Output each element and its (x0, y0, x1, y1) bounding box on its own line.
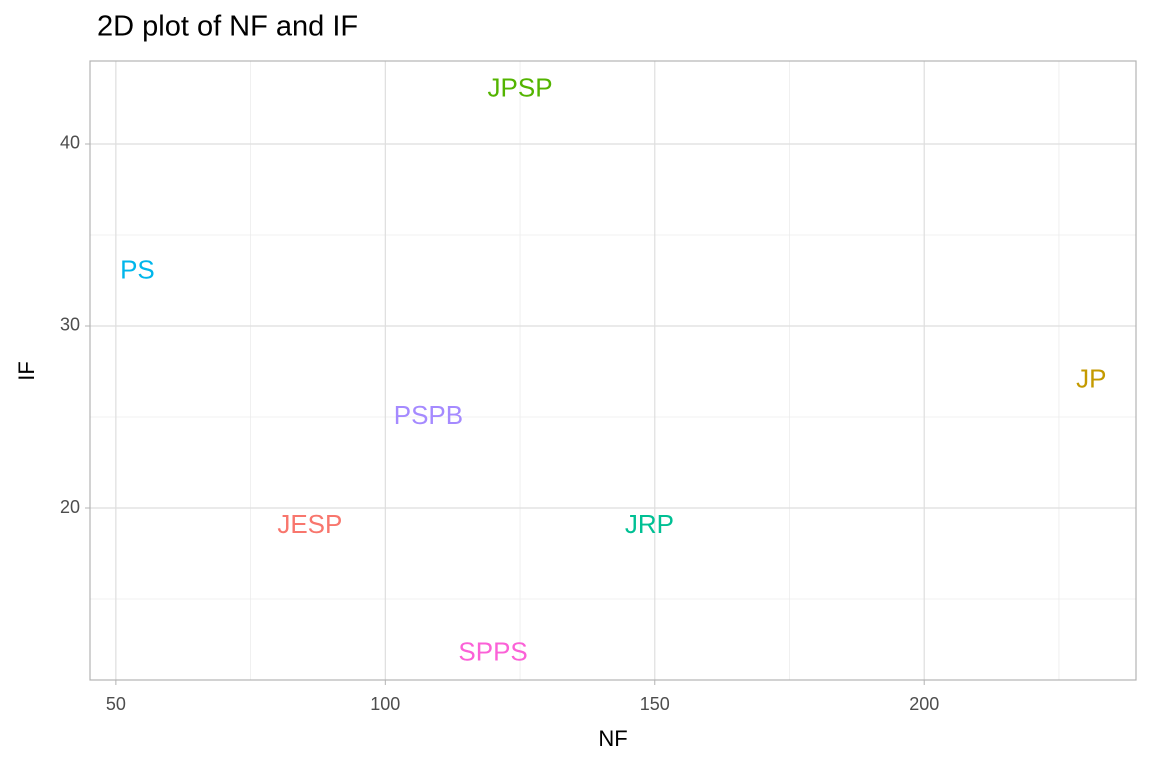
x-tick-label: 200 (909, 694, 939, 714)
labels: JESP JP JPSP JRP PS PSPB SPPS (120, 72, 1106, 666)
point-label: PS (120, 254, 155, 284)
x-tick-label: 100 (370, 694, 400, 714)
y-tick-label: 40 (60, 133, 80, 153)
point-label: JPSP (488, 72, 553, 102)
x-tick-label: 50 (106, 694, 126, 714)
x-tick-label: 150 (640, 694, 670, 714)
y-axis-label: IF (14, 361, 39, 381)
y-tick-label: 30 (60, 315, 80, 335)
point-label: SPPS (458, 636, 527, 666)
point-label: PSPB (394, 400, 463, 430)
panel-border (89, 60, 1137, 681)
grid (90, 61, 1136, 680)
point-label: JRP (625, 509, 674, 539)
y-tick-label: 20 (60, 497, 80, 517)
chart-title: 2D plot of NF and IF (97, 11, 358, 43)
point-label: JP (1076, 363, 1106, 393)
point-label: JESP (277, 509, 342, 539)
x-axis-label: NF (598, 726, 627, 751)
